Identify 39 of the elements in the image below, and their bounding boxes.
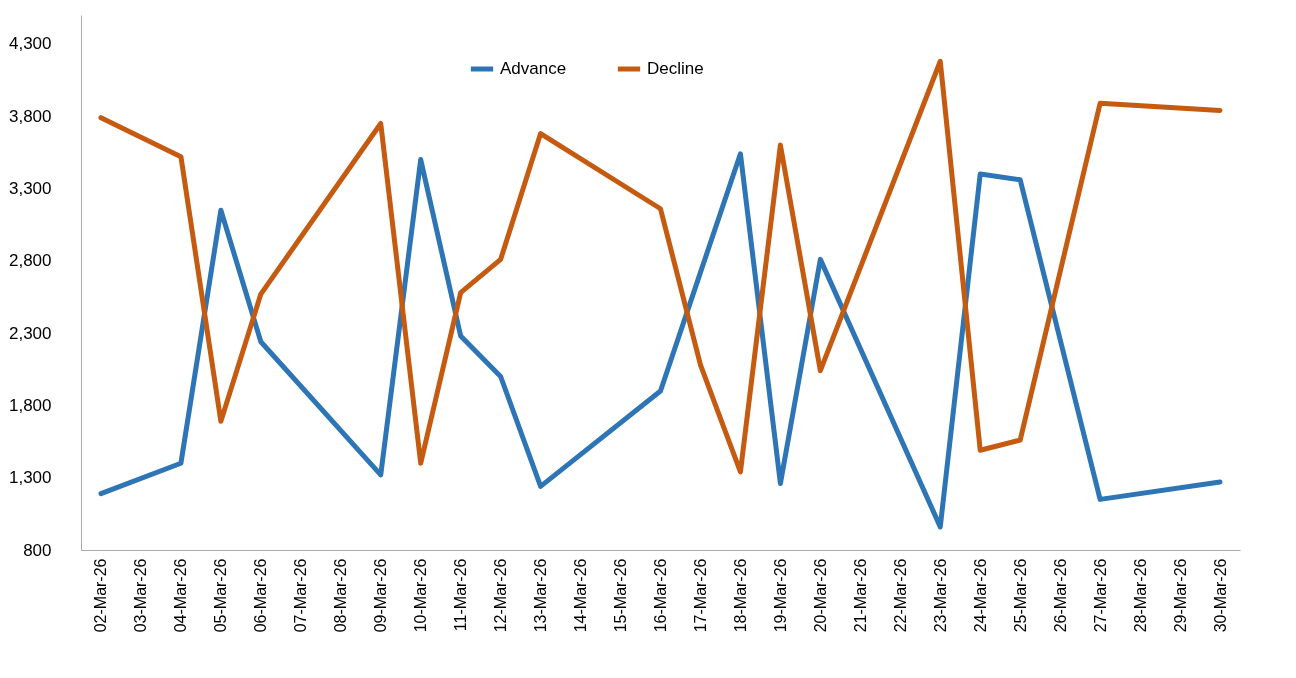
y-tick-label: 800 <box>23 540 52 560</box>
x-tick-label: 06-Mar-26 <box>252 558 270 633</box>
x-tick-label: 13-Mar-26 <box>532 558 550 633</box>
y-tick-label: 1,800 <box>8 395 52 415</box>
x-tick-label: 26-Mar-26 <box>1051 558 1069 633</box>
x-tick-label: 28-Mar-26 <box>1131 558 1149 633</box>
x-tick-label: 20-Mar-26 <box>811 558 829 633</box>
x-tick-label: 04-Mar-26 <box>172 558 190 633</box>
x-tick-label: 14-Mar-26 <box>572 558 590 633</box>
x-tick-label: 08-Mar-26 <box>332 558 350 633</box>
y-tick-label: 2,300 <box>8 323 52 343</box>
x-tick-label: 12-Mar-26 <box>492 558 510 633</box>
x-tick-label: 05-Mar-26 <box>212 558 230 633</box>
legend-label: Decline <box>647 59 704 78</box>
y-tick-label: 1,300 <box>8 468 52 488</box>
y-tick-label: 4,300 <box>8 34 52 54</box>
x-tick-label: 10-Mar-26 <box>412 558 430 633</box>
x-tick-label: 09-Mar-26 <box>372 558 390 633</box>
x-tick-label: 15-Mar-26 <box>612 558 630 633</box>
x-tick-label: 30-Mar-26 <box>1211 558 1229 633</box>
x-tick-label: 24-Mar-26 <box>971 558 989 633</box>
x-tick-label: 21-Mar-26 <box>851 558 869 633</box>
x-tick-label: 02-Mar-26 <box>92 558 110 633</box>
y-tick-label: 2,800 <box>8 251 52 271</box>
x-tick-label: 19-Mar-26 <box>771 558 789 633</box>
x-tick-label: 27-Mar-26 <box>1091 558 1109 633</box>
x-tick-label: 16-Mar-26 <box>652 558 669 633</box>
x-tick-label: 22-Mar-26 <box>891 558 909 633</box>
x-tick-label: 18-Mar-26 <box>731 558 749 633</box>
x-tick-label: 07-Mar-26 <box>292 558 310 633</box>
y-tick-label: 3,800 <box>8 106 52 126</box>
x-tick-label: 17-Mar-26 <box>691 558 709 633</box>
x-tick-label: 29-Mar-26 <box>1171 558 1189 633</box>
x-tick-label: 03-Mar-26 <box>132 558 150 633</box>
y-tick-label: 3,300 <box>8 179 52 199</box>
x-tick-label: 25-Mar-26 <box>1011 558 1029 633</box>
legend-label: Advance <box>500 59 567 78</box>
x-tick-label: 11-Mar-26 <box>452 558 470 632</box>
x-tick-label: 23-Mar-26 <box>931 558 949 633</box>
